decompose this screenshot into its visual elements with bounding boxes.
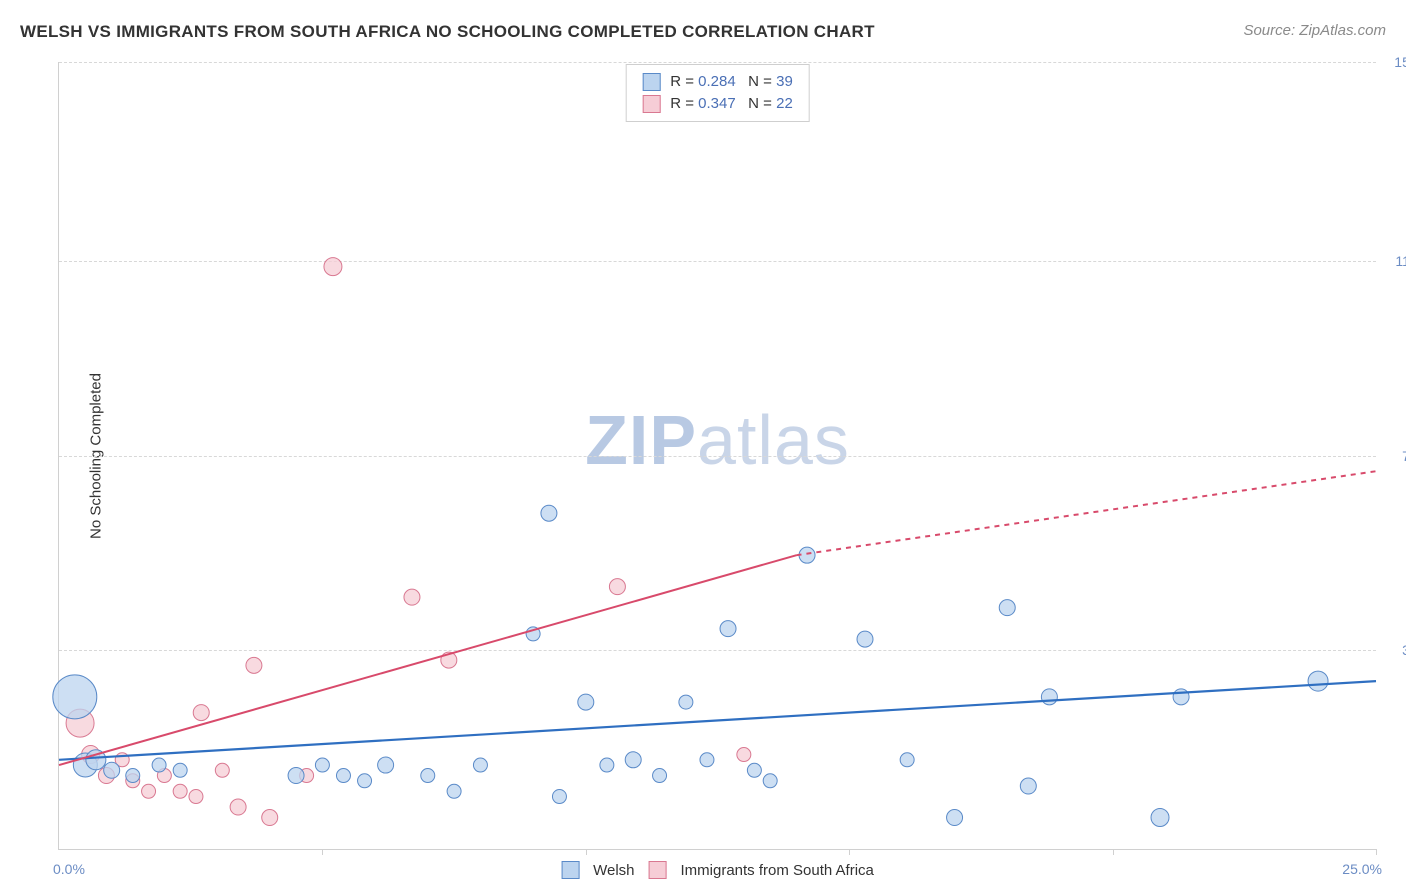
scatter-point bbox=[246, 657, 262, 673]
chart-container: WELSH VS IMMIGRANTS FROM SOUTH AFRICA NO… bbox=[0, 0, 1406, 892]
y-tick-label: 3.8% bbox=[1382, 642, 1406, 658]
scatter-point bbox=[578, 694, 594, 710]
scatter-point bbox=[763, 774, 777, 788]
n-value-welsh: 39 bbox=[776, 73, 793, 90]
trend-line-welsh bbox=[59, 681, 1376, 760]
plot-area: ZIPatlas No Schooling Completed 3.8%7.5%… bbox=[58, 62, 1376, 850]
scatter-point bbox=[609, 579, 625, 595]
x-range-min-label: 0.0% bbox=[53, 861, 85, 877]
x-tickline bbox=[1376, 849, 1377, 855]
x-range-max-label: 25.0% bbox=[1342, 861, 1382, 877]
scatter-point bbox=[193, 705, 209, 721]
x-tickline bbox=[849, 849, 850, 855]
scatter-point bbox=[378, 757, 394, 773]
trend-line-sa-dash bbox=[797, 471, 1376, 555]
legend-bottom-swatch-sa bbox=[649, 861, 667, 879]
scatter-point bbox=[552, 790, 566, 804]
source-attribution: Source: ZipAtlas.com bbox=[1243, 22, 1386, 39]
scatter-point bbox=[142, 784, 156, 798]
scatter-point bbox=[336, 769, 350, 783]
scatter-point bbox=[1308, 671, 1328, 691]
plot-svg bbox=[59, 62, 1376, 849]
scatter-point bbox=[152, 758, 166, 772]
scatter-point bbox=[747, 763, 761, 777]
legend-bottom: Welsh Immigrants from South Africa bbox=[561, 861, 874, 879]
scatter-point bbox=[720, 621, 736, 637]
r-value-sa: 0.347 bbox=[698, 95, 736, 112]
legend-bottom-swatch-welsh bbox=[561, 861, 579, 879]
scatter-point bbox=[679, 695, 693, 709]
scatter-point bbox=[230, 799, 246, 815]
scatter-point bbox=[653, 769, 667, 783]
scatter-point bbox=[737, 748, 751, 762]
scatter-point bbox=[447, 784, 461, 798]
scatter-point bbox=[700, 753, 714, 767]
scatter-point bbox=[857, 631, 873, 647]
scatter-point bbox=[404, 589, 420, 605]
scatter-point bbox=[1151, 809, 1169, 827]
scatter-point bbox=[315, 758, 329, 772]
scatter-point bbox=[999, 600, 1015, 616]
x-tickline bbox=[586, 849, 587, 855]
scatter-point bbox=[1173, 689, 1189, 705]
scatter-point bbox=[1041, 689, 1057, 705]
scatter-point bbox=[53, 675, 97, 719]
scatter-point bbox=[189, 790, 203, 804]
legend-bottom-label-sa: Immigrants from South Africa bbox=[681, 862, 874, 879]
r-value-welsh: 0.284 bbox=[698, 73, 736, 90]
scatter-point bbox=[473, 758, 487, 772]
scatter-point bbox=[126, 769, 140, 783]
scatter-point bbox=[541, 505, 557, 521]
scatter-point bbox=[104, 762, 120, 778]
scatter-point bbox=[358, 774, 372, 788]
y-tick-label: 15.0% bbox=[1382, 54, 1406, 70]
y-tick-label: 7.5% bbox=[1382, 448, 1406, 464]
chart-title: WELSH VS IMMIGRANTS FROM SOUTH AFRICA NO… bbox=[20, 22, 875, 42]
legend-stats-row-welsh: R = 0.284 N = 39 bbox=[642, 71, 793, 93]
x-tickline bbox=[1113, 849, 1114, 855]
x-tickline bbox=[322, 849, 323, 855]
scatter-point bbox=[947, 810, 963, 826]
legend-swatch-sa bbox=[642, 95, 660, 113]
scatter-point bbox=[173, 784, 187, 798]
scatter-point bbox=[262, 810, 278, 826]
scatter-point bbox=[625, 752, 641, 768]
legend-swatch-welsh bbox=[642, 73, 660, 91]
legend-stats-box: R = 0.284 N = 39 R = 0.347 N = 22 bbox=[625, 64, 810, 122]
legend-bottom-label-welsh: Welsh bbox=[593, 862, 634, 879]
scatter-point bbox=[173, 763, 187, 777]
legend-stats-row-sa: R = 0.347 N = 22 bbox=[642, 93, 793, 115]
scatter-point bbox=[324, 258, 342, 276]
n-value-sa: 22 bbox=[776, 95, 793, 112]
scatter-point bbox=[215, 763, 229, 777]
scatter-point bbox=[1020, 778, 1036, 794]
trend-line-sa-solid bbox=[59, 555, 797, 765]
y-tick-label: 11.2% bbox=[1382, 253, 1406, 269]
scatter-point bbox=[421, 769, 435, 783]
scatter-point bbox=[900, 753, 914, 767]
scatter-point bbox=[600, 758, 614, 772]
scatter-point bbox=[288, 768, 304, 784]
